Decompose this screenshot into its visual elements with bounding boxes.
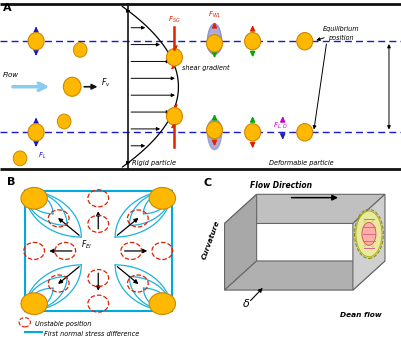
Ellipse shape xyxy=(356,211,382,257)
Polygon shape xyxy=(207,24,222,54)
Polygon shape xyxy=(207,119,222,150)
Circle shape xyxy=(28,33,44,50)
Text: Curvature: Curvature xyxy=(200,220,221,261)
Text: Equilibrium: Equilibrium xyxy=(322,26,359,32)
Circle shape xyxy=(297,33,313,50)
Text: $F_{\mathit{SG}}$: $F_{\mathit{SG}}$ xyxy=(168,15,181,25)
Text: Flow: Flow xyxy=(3,72,19,78)
Text: A: A xyxy=(3,3,12,14)
Text: First normal stress difference: First normal stress difference xyxy=(44,331,139,337)
Text: Unstable position: Unstable position xyxy=(35,321,91,327)
Text: Dean flow: Dean flow xyxy=(340,312,382,318)
Circle shape xyxy=(245,33,261,50)
Circle shape xyxy=(28,124,44,141)
Text: Deformable particle: Deformable particle xyxy=(269,160,333,166)
Circle shape xyxy=(21,293,47,314)
Text: position: position xyxy=(328,35,354,41)
Polygon shape xyxy=(225,261,385,290)
Circle shape xyxy=(166,49,182,66)
Polygon shape xyxy=(353,194,385,290)
Circle shape xyxy=(207,121,223,139)
Circle shape xyxy=(166,108,182,125)
Text: $F_L$: $F_L$ xyxy=(38,151,47,161)
Circle shape xyxy=(13,151,27,166)
Circle shape xyxy=(149,293,176,314)
Circle shape xyxy=(149,187,176,209)
Circle shape xyxy=(207,35,223,52)
Circle shape xyxy=(57,114,71,129)
Text: Rigid particle: Rigid particle xyxy=(132,160,176,166)
Text: C: C xyxy=(204,178,212,188)
Circle shape xyxy=(297,124,313,141)
Text: Flow Direction: Flow Direction xyxy=(250,181,312,190)
Circle shape xyxy=(245,124,261,141)
Text: B: B xyxy=(7,177,15,187)
Ellipse shape xyxy=(362,222,376,245)
Polygon shape xyxy=(225,194,385,223)
Text: $\delta$: $\delta$ xyxy=(243,297,251,309)
Circle shape xyxy=(63,77,81,96)
Circle shape xyxy=(73,43,87,57)
Text: shear gradient: shear gradient xyxy=(182,65,230,71)
Text: $F_{\mathit{El}}$: $F_{\mathit{El}}$ xyxy=(81,238,93,251)
Text: $F_{\mathit{W1}}$: $F_{\mathit{W1}}$ xyxy=(208,9,221,20)
Circle shape xyxy=(21,187,47,209)
Polygon shape xyxy=(225,194,257,290)
Text: $F_{\mathit{v}}$: $F_{\mathit{v}}$ xyxy=(101,76,111,89)
Text: $F_{\mathit{L,D}}$: $F_{\mathit{L,D}}$ xyxy=(273,120,288,130)
